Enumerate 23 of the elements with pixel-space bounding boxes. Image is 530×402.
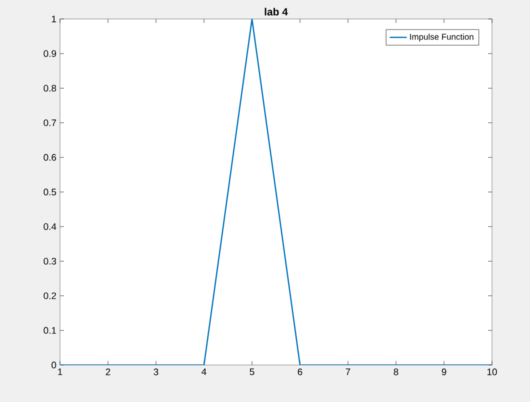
y-tick-label: 0.6 <box>44 154 56 161</box>
legend-label: Impulse Function <box>410 34 474 42</box>
x-tick-label: 8 <box>394 368 398 376</box>
y-tick-label: 0.2 <box>44 292 56 300</box>
chart-title: lab 4 <box>264 8 288 16</box>
y-tick-label: 0.7 <box>44 119 56 126</box>
y-tick-label: 0.5 <box>44 188 56 196</box>
x-tick-label: 3 <box>154 368 158 376</box>
y-tick-label: 0.1 <box>44 327 56 334</box>
x-tick-label: 2 <box>106 368 110 376</box>
y-tick-label: 1 <box>52 16 56 22</box>
y-tick-label: 0.9 <box>44 50 56 57</box>
x-tick-label: 4 <box>202 368 206 376</box>
x-tick-label: 5 <box>250 368 254 376</box>
y-tick-label: 0.8 <box>44 84 56 92</box>
x-tick-label: 6 <box>298 368 302 376</box>
y-tick-label: 0.4 <box>44 223 56 230</box>
y-tick-label: 0 <box>52 362 56 368</box>
x-tick-label: 10 <box>487 368 497 376</box>
x-tick-label: 7 <box>346 368 350 376</box>
y-tick-label: 0.3 <box>44 258 56 265</box>
x-tick-label: 9 <box>442 368 446 376</box>
x-tick-label: 1 <box>58 368 62 376</box>
